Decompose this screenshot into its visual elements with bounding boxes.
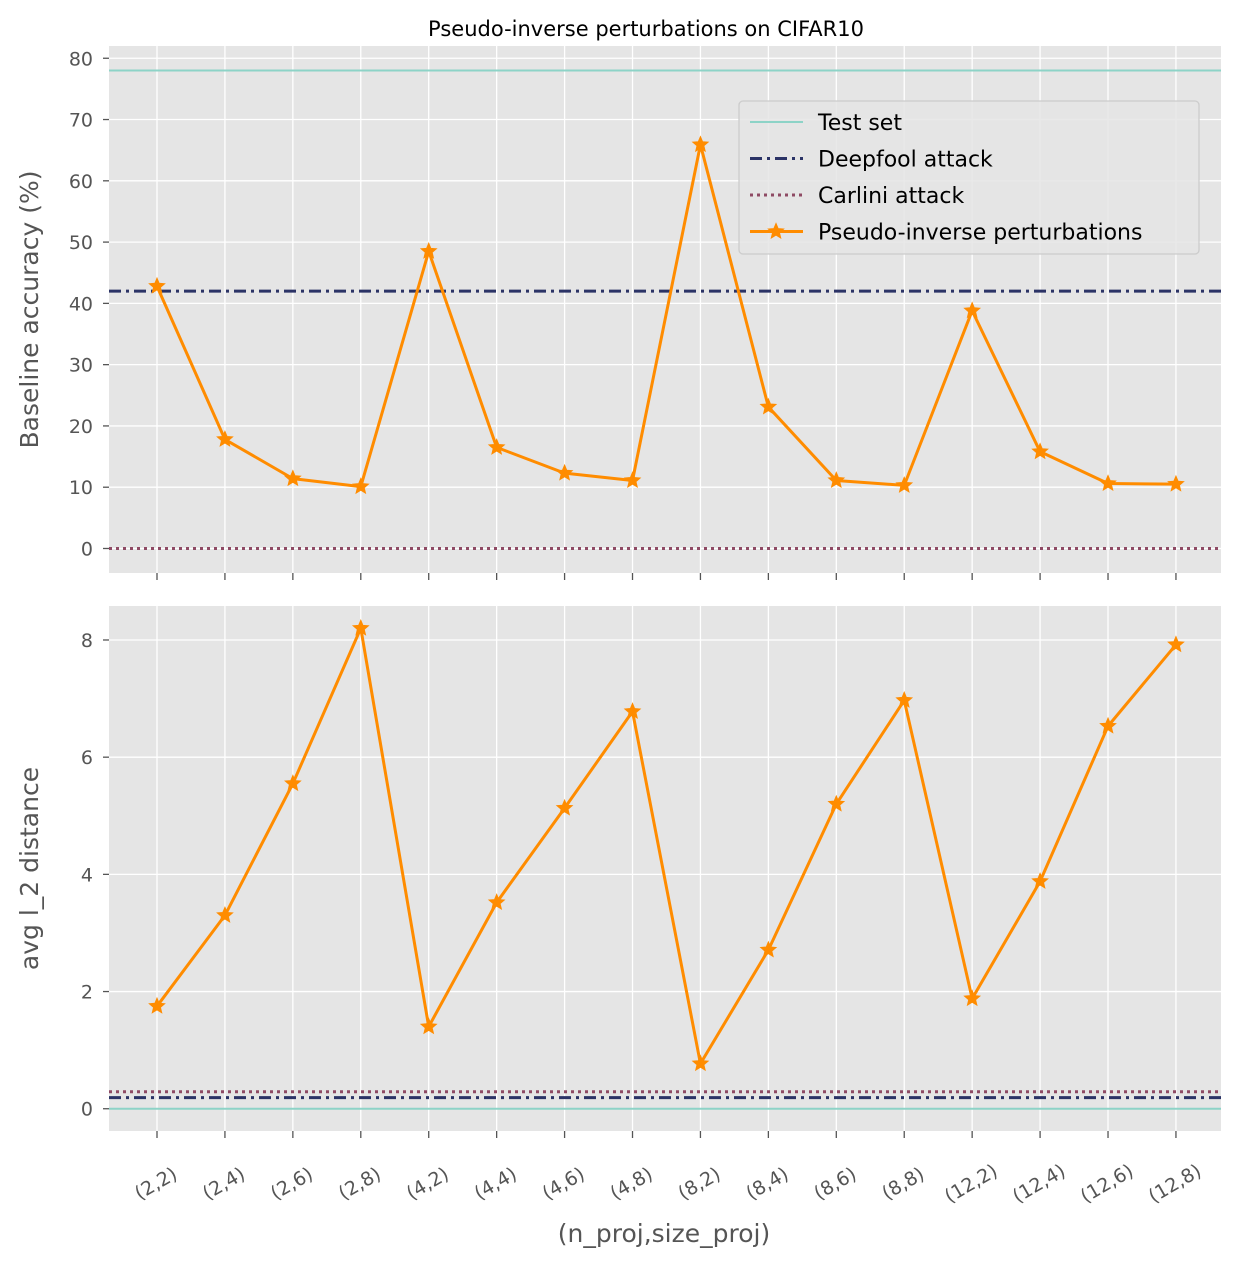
panel-2-ytick-label: 6 bbox=[81, 747, 93, 769]
panel-2-data-point bbox=[1167, 635, 1185, 653]
x-tick-label: (2,6) bbox=[267, 1163, 317, 1205]
x-tick-label: (2,4) bbox=[199, 1163, 249, 1205]
panel-2-data-point bbox=[216, 906, 234, 923]
panel-1-data-point bbox=[216, 430, 234, 447]
panel-2-series-line bbox=[155, 626, 1178, 1066]
panel-1-data-point bbox=[1031, 442, 1049, 460]
panel-1-data-point bbox=[1167, 474, 1185, 492]
x-tick-label: (2,2) bbox=[131, 1163, 181, 1205]
panel-2-data-point bbox=[419, 1017, 438, 1035]
panel-2-data-point bbox=[759, 940, 778, 958]
x-tick-label: (4,8) bbox=[607, 1163, 657, 1205]
legend-label-carlini: Carlini attack bbox=[818, 184, 964, 209]
panel-2-data-point bbox=[351, 618, 370, 636]
legend-label-deepfool: Deepfool attack bbox=[818, 148, 993, 173]
panel-2-data-point bbox=[691, 1054, 710, 1072]
panel-2-data-point bbox=[487, 893, 506, 911]
panel-1-y-axis-label: Baseline accuracy (%) bbox=[15, 171, 44, 449]
x-tick-label: (12,2) bbox=[941, 1160, 1001, 1208]
legend: Test set Deepfool attack Carlini attack Pse… bbox=[738, 100, 1200, 255]
panel-1-data-point bbox=[1099, 474, 1117, 492]
x-tick-label: (4,6) bbox=[539, 1163, 589, 1205]
panel-1-data-point bbox=[284, 469, 302, 487]
panel-1-ytick-label: 0 bbox=[81, 538, 93, 560]
panel-2-data-point bbox=[963, 989, 982, 1007]
panel-2-data-point bbox=[1031, 872, 1049, 889]
panel-2-ytick-label: 8 bbox=[81, 630, 93, 652]
panel-2-data-point bbox=[555, 798, 574, 816]
panel-2-data-point bbox=[148, 996, 166, 1014]
x-tick-label: (2,8) bbox=[335, 1163, 385, 1205]
panel-1-ytick-label: 70 bbox=[69, 110, 93, 132]
panel-1: 0 10 20 30 40 50 60 70 80 Baseline accuracy (%) Te… bbox=[15, 46, 1221, 580]
panel-1-data-point bbox=[487, 438, 506, 455]
x-tick-label: (8,4) bbox=[742, 1163, 792, 1205]
panel-2-data-point bbox=[1099, 716, 1117, 734]
panel-1-ytick-label: 10 bbox=[69, 477, 93, 499]
panel-2-y-axis-label: avg l_2 distance bbox=[15, 767, 44, 970]
panel-2-ytick-label: 2 bbox=[81, 982, 93, 1004]
panel-2-ytick-label: 4 bbox=[81, 864, 93, 886]
panel-1-ytick-label: 30 bbox=[69, 355, 93, 377]
chart-title: Pseudo-inverse perturbations on CIFAR10 bbox=[428, 17, 864, 41]
panel-1-data-point bbox=[895, 476, 914, 493]
panel-1-ytick-label: 80 bbox=[69, 48, 93, 70]
panel-1-data-point bbox=[623, 471, 642, 488]
panel-2-background bbox=[109, 606, 1221, 1131]
panel-2-data-point bbox=[827, 794, 846, 812]
panel-1-data-point bbox=[148, 276, 166, 294]
x-tick-label: (8,8) bbox=[878, 1163, 928, 1205]
panel-1-ytick-label: 50 bbox=[69, 232, 93, 254]
legend-box bbox=[738, 100, 1200, 255]
panel-1-ytick-label: 20 bbox=[69, 416, 93, 438]
panel-2-data-point bbox=[623, 702, 642, 719]
legend-marker-pseudo bbox=[767, 222, 785, 240]
panel-1-ytick-label: 40 bbox=[69, 293, 93, 315]
x-tick-label: (12,6) bbox=[1077, 1160, 1137, 1208]
x-tick-label: (8,2) bbox=[674, 1163, 724, 1205]
panel-2: 0 2 4 6 8 avg l_2 distance (2,2) (2,4) (2,6) (2,8… bbox=[15, 606, 1221, 1208]
panel-1-data-point bbox=[555, 463, 574, 481]
panel-1-data-point bbox=[419, 241, 438, 259]
panel-2-ytick-label: 0 bbox=[81, 1099, 93, 1121]
panel-2-data-point bbox=[284, 774, 302, 792]
panel-1-data-point bbox=[691, 135, 710, 153]
x-axis-label: (n_proj,size_proj) bbox=[558, 1219, 770, 1248]
panel-1-data-point bbox=[351, 477, 370, 495]
panel-2-data-point bbox=[895, 691, 914, 708]
panel-1-series-line bbox=[155, 143, 1176, 489]
panel-1-data-point bbox=[827, 471, 846, 488]
x-tick-label: (4,2) bbox=[403, 1163, 453, 1205]
panel-1-data-point bbox=[759, 397, 778, 415]
x-tick-label: (12,8) bbox=[1145, 1160, 1205, 1208]
panel-1-ytick-label: 60 bbox=[69, 171, 93, 193]
x-tick-label: (4,4) bbox=[471, 1163, 521, 1205]
panel-1-data-point bbox=[963, 301, 982, 319]
legend-label-test: Test set bbox=[817, 111, 902, 136]
x-tick-label: (12,4) bbox=[1009, 1160, 1069, 1208]
legend-label-pseudo: Pseudo-inverse perturbations bbox=[818, 221, 1142, 246]
x-tick-label: (8,6) bbox=[810, 1163, 860, 1205]
